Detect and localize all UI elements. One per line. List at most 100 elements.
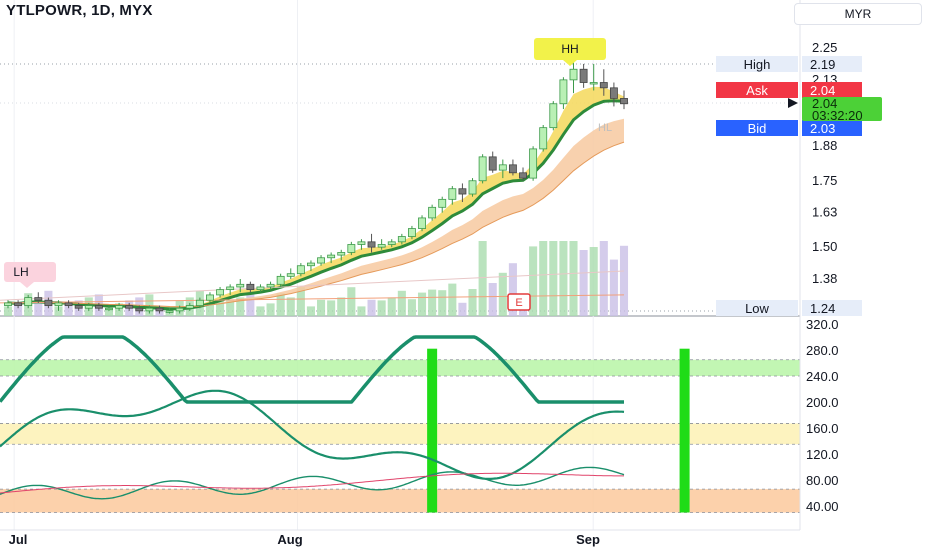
- oscillator-band: [0, 489, 800, 513]
- oscillator-tick-label: 280.0: [806, 343, 839, 358]
- candle: [135, 307, 144, 312]
- oscillator-band: [0, 359, 800, 376]
- volume-bar: [317, 299, 326, 316]
- volume-bar: [266, 303, 275, 316]
- bar-countdown: 03:32:20: [812, 108, 863, 123]
- bid-value: 2.03: [810, 121, 835, 136]
- candle: [175, 307, 184, 312]
- last-price-value: 2.04: [812, 96, 837, 111]
- volume-bar: [205, 302, 215, 316]
- high-label: High: [744, 57, 771, 72]
- volume-bar: [428, 289, 437, 316]
- price-tick-label: 1.88: [812, 138, 837, 153]
- volume-bar: [438, 290, 447, 316]
- candle: [357, 241, 366, 245]
- candle: [226, 286, 235, 291]
- candle: [145, 307, 154, 312]
- candle: [4, 302, 12, 306]
- candle: [387, 241, 396, 245]
- candle: [195, 299, 204, 306]
- low-label: Low: [745, 301, 769, 316]
- candle: [428, 206, 437, 219]
- lh-annotation: LH: [13, 265, 28, 279]
- ma-line: [7, 99, 625, 311]
- volume-bar: [448, 283, 457, 316]
- volume-bar: [34, 297, 43, 316]
- candle: [539, 127, 548, 150]
- volume-bar: [579, 250, 588, 316]
- candle: [206, 294, 214, 301]
- ask-label: Ask: [746, 83, 768, 98]
- candle: [529, 148, 538, 179]
- volume-bar: [599, 241, 608, 316]
- time-tick-label: Jul: [9, 532, 28, 547]
- candle: [589, 82, 598, 85]
- candle: [519, 172, 527, 179]
- candle: [185, 305, 194, 309]
- lh-pointer: [20, 282, 34, 288]
- symbol-title: YTLPOWR, 1D, MYX: [6, 2, 153, 19]
- candle: [377, 244, 386, 248]
- volume-bar: [216, 299, 225, 316]
- candle: [105, 307, 113, 311]
- volume-bar: [236, 297, 245, 316]
- candle: [599, 82, 608, 89]
- candle: [508, 164, 517, 174]
- oscillator-mid-line: [0, 389, 625, 480]
- volume-bar: [407, 299, 416, 316]
- volume-bar: [327, 300, 336, 316]
- volume-bar: [397, 290, 406, 316]
- candle: [286, 273, 295, 277]
- last-price-bg: [802, 97, 882, 121]
- time-tick-label: Aug: [277, 532, 302, 547]
- high-label-bg: [716, 56, 798, 72]
- oscillator-fast-line: [0, 335, 624, 404]
- volume-bar: [14, 303, 23, 316]
- volume-bar: [478, 241, 487, 316]
- volume-bar: [3, 306, 13, 316]
- volume-bar: [256, 306, 265, 316]
- volume-bar: [286, 297, 295, 316]
- candle: [307, 262, 315, 267]
- candle: [115, 305, 124, 309]
- hl-annotation: HL: [598, 122, 612, 134]
- ask-value: 2.04: [810, 83, 835, 98]
- volume-bar: [508, 263, 517, 316]
- candle: [276, 275, 285, 285]
- volume-bar: [104, 310, 114, 316]
- ask-label-bg: [716, 82, 798, 98]
- candle: [155, 307, 164, 312]
- oscillator-tick-label: 120.0: [806, 447, 839, 462]
- price-tick-label: 1.63: [812, 205, 837, 220]
- candle: [94, 305, 103, 309]
- candle: [165, 310, 174, 313]
- oscillator-band: [0, 423, 800, 445]
- candle: [44, 299, 53, 306]
- candle: [549, 103, 558, 129]
- candle: [367, 241, 376, 248]
- signal-bar: [427, 348, 438, 513]
- hh-pointer: [563, 60, 577, 66]
- hh-annotation: HH: [561, 42, 578, 56]
- oscillator-slow-line: [0, 466, 625, 500]
- high-value-bg: [802, 56, 862, 72]
- bid-value-bg: [802, 120, 862, 136]
- currency-selector[interactable]: MYR: [794, 3, 922, 25]
- hh-tag: [534, 38, 606, 60]
- volume-bar: [64, 303, 73, 316]
- oscillator-tick-label: 80.00: [806, 473, 839, 488]
- candle: [14, 302, 23, 306]
- volume-bar: [387, 297, 396, 316]
- candle: [468, 180, 477, 195]
- earnings-marker[interactable]: [507, 293, 531, 311]
- signal-bar: [679, 348, 690, 513]
- volume-bar: [589, 247, 598, 316]
- candle: [458, 188, 467, 195]
- volume-bar: [529, 246, 538, 316]
- oscillator-tick-label: 40.00: [806, 499, 839, 514]
- price-tick-label: 1.50: [812, 239, 837, 254]
- candle: [579, 68, 588, 83]
- price-tick-label: 1.75: [812, 173, 837, 188]
- candle: [498, 164, 507, 171]
